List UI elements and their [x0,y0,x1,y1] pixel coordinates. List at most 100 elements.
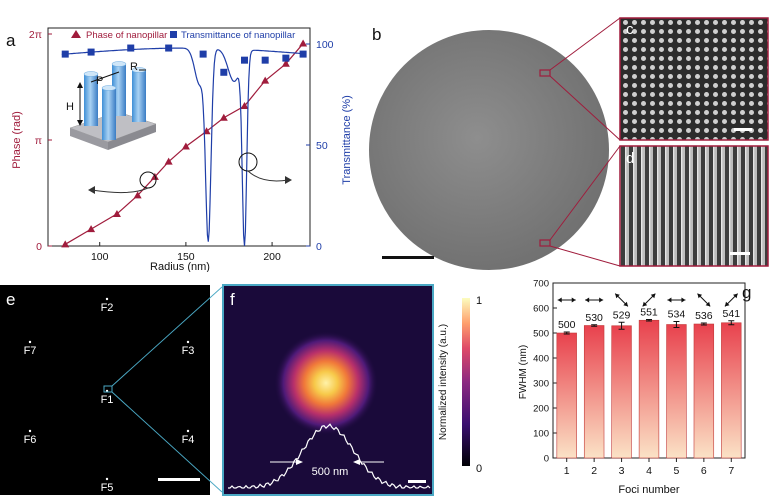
fwhm-bar [583,325,605,459]
scale-bar-f [408,480,426,483]
polarization-arrowhead [667,297,672,303]
bar-value-label: 529 [613,309,631,321]
fwhm-bar [611,325,632,459]
g-y-tick-label: 400 [533,354,549,365]
annotation-arrow-phase [91,187,149,194]
g-y-tick-label: 200 [533,404,549,415]
g-x-tick-label: 2 [591,465,597,477]
focus-spot-f4 [186,429,190,433]
focus-spot-f6 [28,429,32,433]
panel-letter-f: f [230,290,235,309]
focus-f1-marker [103,385,113,393]
polarization-arrowhead [615,293,620,299]
focus-spot-f7 [28,340,32,344]
phase-point [219,113,228,121]
g-x-tick-label: 5 [674,465,680,477]
a-phase-tick-label: 2π [29,29,42,41]
polarization-arrowhead [697,293,703,299]
nanopillar-inset [69,61,157,150]
panel-letter-g: g [742,283,751,302]
focus-label-f6: F6 [24,434,37,446]
annotation-arrow-transmittance [247,170,289,182]
g-y-tick-label: 700 [533,279,549,290]
phase-point [281,59,290,67]
transmittance-point [199,50,207,58]
scale-bar-b [382,256,434,259]
focus-label-f7: F7 [24,345,37,357]
panel-e-foci: e F1 F2 F3 F4 F5 F6 F7 [0,285,222,495]
transmittance-point [299,50,307,58]
phase-point [133,191,142,199]
zoom-marker-c [539,69,551,77]
polarization-arrowhead [642,301,648,307]
legend-marker-phase [71,30,81,38]
g-x-tick-label: 6 [701,465,707,477]
a-phase-tick-label: 0 [36,241,42,253]
fwhm-bar [556,332,577,459]
zoom-marker-d [539,239,551,247]
phase-point [164,157,173,165]
bar-value-label: 534 [668,309,686,321]
panel-f-focal-spot: f 500 nm 1 0 Normalized intensity (a.u.) [222,284,482,496]
panel-letter-e: e [6,290,15,309]
polarization-arrowhead [585,297,590,303]
focus-label-f3: F3 [182,345,195,357]
transmittance-point [220,68,228,76]
metalens-wafer [369,30,609,270]
bar-value-label: 541 [723,308,741,320]
a-trans-tick-label: 0 [316,241,322,253]
g-x-tick-label: 7 [728,465,734,477]
bar-value-label: 500 [558,319,576,331]
fwhm-label: 500 nm [312,466,349,478]
transmittance-point [61,50,69,58]
annotation-circle-phase [139,171,157,189]
polarization-arrowhead [557,297,562,303]
fwhm-bar [666,324,687,459]
g-y-tick-label: 0 [544,454,549,465]
bar-value-label: 536 [695,310,713,322]
annotation-arrowhead-transmittance [285,176,292,184]
scale-bar-e [158,478,200,481]
phase-point [61,240,70,248]
g-x-axis-label: Foci number [618,484,679,496]
focal-spot [274,331,378,435]
polarization-arrowhead [650,293,656,299]
phase-point [112,209,121,217]
panel-b-sem: b c d [369,17,769,270]
g-y-tick-label: 600 [533,304,549,315]
transmittance-point [241,56,248,64]
focus-label-f4: F4 [182,434,195,446]
polarization-arrowhead [733,293,738,299]
phase-point [261,76,270,84]
g-x-tick-label: 1 [564,465,570,477]
focus-spot-f3 [186,340,190,344]
g-y-axis-label: FWHM (nm) [518,345,529,399]
g-y-tick-label: 500 [533,329,549,340]
plot-frame-a [47,27,311,247]
focus-spot-f2 [105,297,109,301]
annotation-arrowhead-phase [88,186,95,194]
a-trans-tick-label: 100 [316,39,334,51]
a-phase-tick-label: π [35,135,42,147]
polarization-arrowhead [724,301,730,307]
y-axis-label-phase: Phase (rad) [11,111,23,168]
fwhm-bar [638,319,660,459]
scale-bar-d [730,252,750,255]
panel-c-sem-top [619,17,769,141]
inset-label-P: P [96,75,103,87]
g-x-tick-label: 3 [619,465,625,477]
panel-letter-b: b [372,25,381,44]
polarization-arrowhead [599,297,604,303]
fwhm-bar [693,323,715,459]
g-x-tick-label: 4 [646,465,652,477]
g-y-tick-label: 300 [533,379,549,390]
focus-spot-f5 [105,477,109,481]
colorbar-label: Normalized intensity (a.u.) [438,324,449,440]
panel-d-sem-tilt [619,145,769,267]
x-axis-label: Radius (nm) [150,261,210,272]
focus-label-f5: F5 [101,482,114,494]
y-axis-label-transmittance: Transmittance (%) [341,95,353,184]
panel-letter-a: a [6,31,16,50]
polarization-arrowhead [705,301,711,307]
polarization-arrows [557,293,739,307]
